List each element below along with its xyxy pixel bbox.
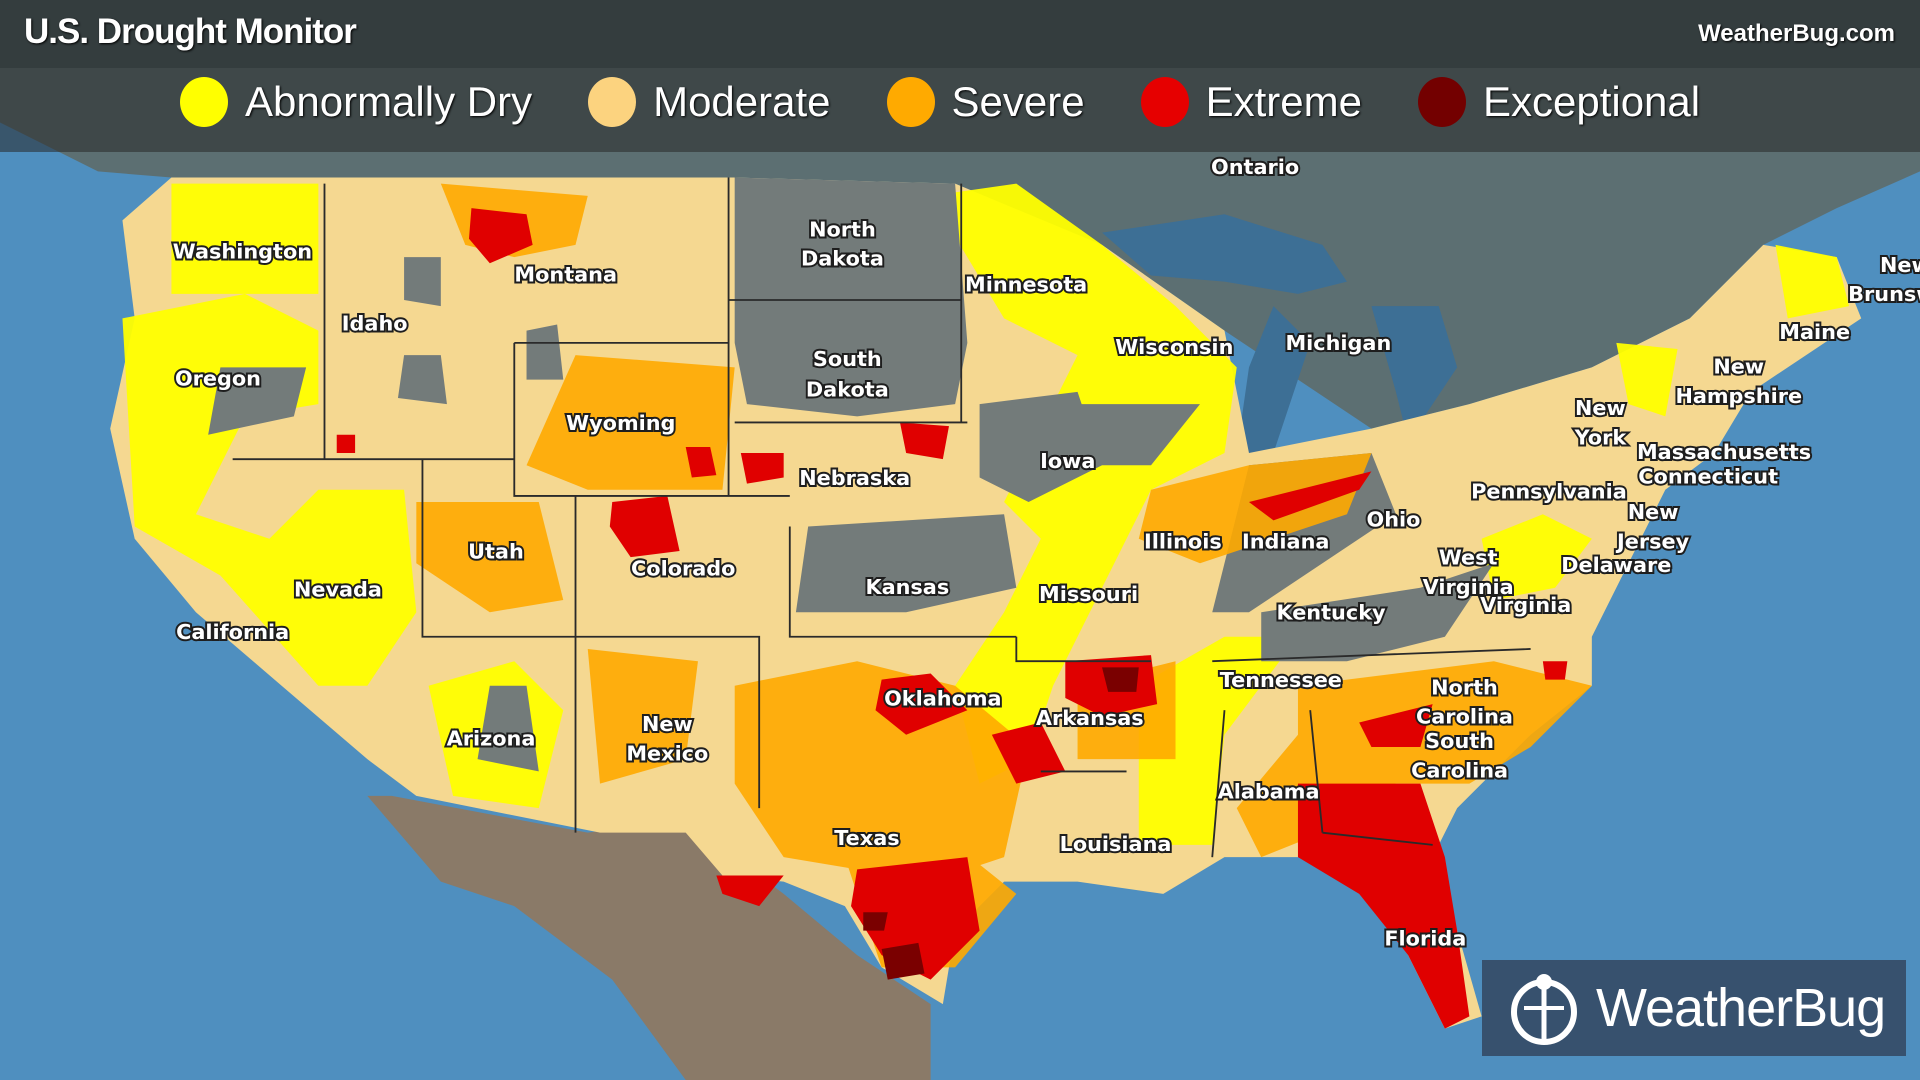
- svg-text:Oklahoma: Oklahoma: [884, 686, 1001, 710]
- svg-text:York: York: [1574, 425, 1628, 449]
- mexico-land: [367, 795, 931, 1080]
- svg-text:New: New: [1628, 500, 1679, 524]
- svg-text:California: California: [176, 620, 289, 644]
- svg-text:Hampshire: Hampshire: [1675, 384, 1802, 408]
- svg-text:Texas: Texas: [834, 826, 899, 850]
- svg-text:Massachusetts: Massachusetts: [1637, 440, 1811, 464]
- svg-text:North: North: [1431, 675, 1498, 699]
- svg-text:Alabama: Alabama: [1218, 779, 1320, 803]
- legend-swatch: [588, 77, 637, 127]
- svg-text:Nevada: Nevada: [294, 577, 382, 601]
- svg-text:Missouri: Missouri: [1039, 582, 1138, 606]
- svg-text:West: West: [1439, 545, 1498, 569]
- drought-exceptional: [863, 667, 1139, 980]
- legend-swatch: [180, 77, 228, 127]
- svg-text:Nebraska: Nebraska: [799, 466, 910, 490]
- svg-text:New: New: [1713, 354, 1764, 378]
- svg-text:Ontario: Ontario: [1211, 155, 1299, 179]
- drought-gray-none: [208, 177, 1494, 772]
- legend-item-abnormally-dry: Abnormally Dry: [180, 77, 532, 127]
- site-link[interactable]: WeatherBug.com: [1698, 20, 1895, 47]
- svg-text:Kansas: Kansas: [865, 575, 949, 599]
- svg-text:Ohio: Ohio: [1367, 508, 1421, 532]
- drought-extreme: [336, 208, 1568, 1029]
- svg-text:Kentucky: Kentucky: [1276, 601, 1386, 625]
- svg-text:New: New: [642, 712, 693, 736]
- legend-label: Severe: [951, 78, 1085, 125]
- svg-text:Delaware: Delaware: [1561, 553, 1671, 577]
- logo-text: WeatherBug: [1596, 978, 1886, 1038]
- legend-label: Moderate: [653, 78, 831, 125]
- svg-text:Virginia: Virginia: [1480, 593, 1571, 617]
- svg-text:Brunsw: Brunsw: [1848, 282, 1920, 306]
- svg-text:Virginia: Virginia: [1423, 575, 1514, 599]
- svg-text:Idaho: Idaho: [342, 312, 408, 336]
- svg-text:Colorado: Colorado: [631, 557, 735, 581]
- svg-text:Oregon: Oregon: [175, 367, 261, 391]
- svg-text:Pennsylvania: Pennsylvania: [1471, 479, 1627, 503]
- state-borders: [232, 177, 1531, 858]
- legend-item-severe: Severe: [886, 77, 1085, 127]
- svg-text:Iowa: Iowa: [1040, 449, 1095, 473]
- svg-text:Tennessee: Tennessee: [1220, 668, 1342, 692]
- svg-text:Wyoming: Wyoming: [566, 411, 675, 435]
- svg-text:Arizona: Arizona: [447, 727, 536, 751]
- svg-text:New: New: [1575, 396, 1626, 420]
- legend-label: Exceptional: [1482, 78, 1701, 125]
- header-bar: [0, 0, 1920, 68]
- svg-text:South: South: [813, 347, 882, 371]
- svg-text:Indiana: Indiana: [1242, 530, 1329, 554]
- svg-text:New: New: [1880, 253, 1920, 277]
- svg-text:Wisconsin: Wisconsin: [1115, 335, 1233, 359]
- legend: Abnormally Dry Moderate Severe Extreme E…: [180, 76, 1756, 128]
- svg-text:Louisiana: Louisiana: [1060, 832, 1172, 856]
- legend-label: Abnormally Dry: [245, 78, 533, 125]
- legend-swatch: [886, 77, 935, 127]
- svg-text:Carolina: Carolina: [1416, 705, 1513, 729]
- svg-text:Washington: Washington: [173, 239, 312, 263]
- weatherbug-logo-icon: [1511, 974, 1577, 1045]
- legend-label: Extreme: [1205, 78, 1362, 125]
- svg-text:Dakota: Dakota: [801, 247, 884, 271]
- legend-item-exceptional: Exceptional: [1417, 77, 1701, 127]
- svg-text:South: South: [1425, 729, 1494, 753]
- legend-item-moderate: Moderate: [588, 77, 831, 127]
- svg-text:Montana: Montana: [514, 263, 617, 287]
- legend-item-extreme: Extreme: [1140, 77, 1362, 127]
- svg-text:Maine: Maine: [1779, 320, 1850, 344]
- svg-text:Dakota: Dakota: [806, 378, 889, 402]
- page-title: U.S. Drought Monitor: [24, 12, 357, 51]
- great-lakes: [1102, 214, 1543, 484]
- weatherbug-logo: WeatherBug: [1482, 960, 1906, 1056]
- svg-text:Connecticut: Connecticut: [1638, 465, 1778, 489]
- svg-text:Arkansas: Arkansas: [1036, 706, 1144, 730]
- svg-text:Jersey: Jersey: [1615, 530, 1690, 554]
- legend-bar: [0, 68, 1920, 152]
- svg-text:Carolina: Carolina: [1411, 759, 1508, 783]
- svg-text:Illinois: Illinois: [1144, 530, 1222, 554]
- svg-text:Florida: Florida: [1384, 926, 1466, 950]
- legend-swatch: [1140, 77, 1189, 127]
- drought-severe: [416, 183, 1592, 968]
- legend-swatch: [1417, 77, 1466, 127]
- svg-text:Minnesota: Minnesota: [965, 272, 1087, 296]
- svg-text:Mexico: Mexico: [626, 741, 708, 765]
- svg-text:Utah: Utah: [468, 539, 524, 563]
- state-labels: Washington Montana Idaho Oregon Wyoming …: [171, 153, 1920, 952]
- svg-text:Michigan: Michigan: [1285, 331, 1391, 355]
- svg-text:North: North: [809, 217, 876, 241]
